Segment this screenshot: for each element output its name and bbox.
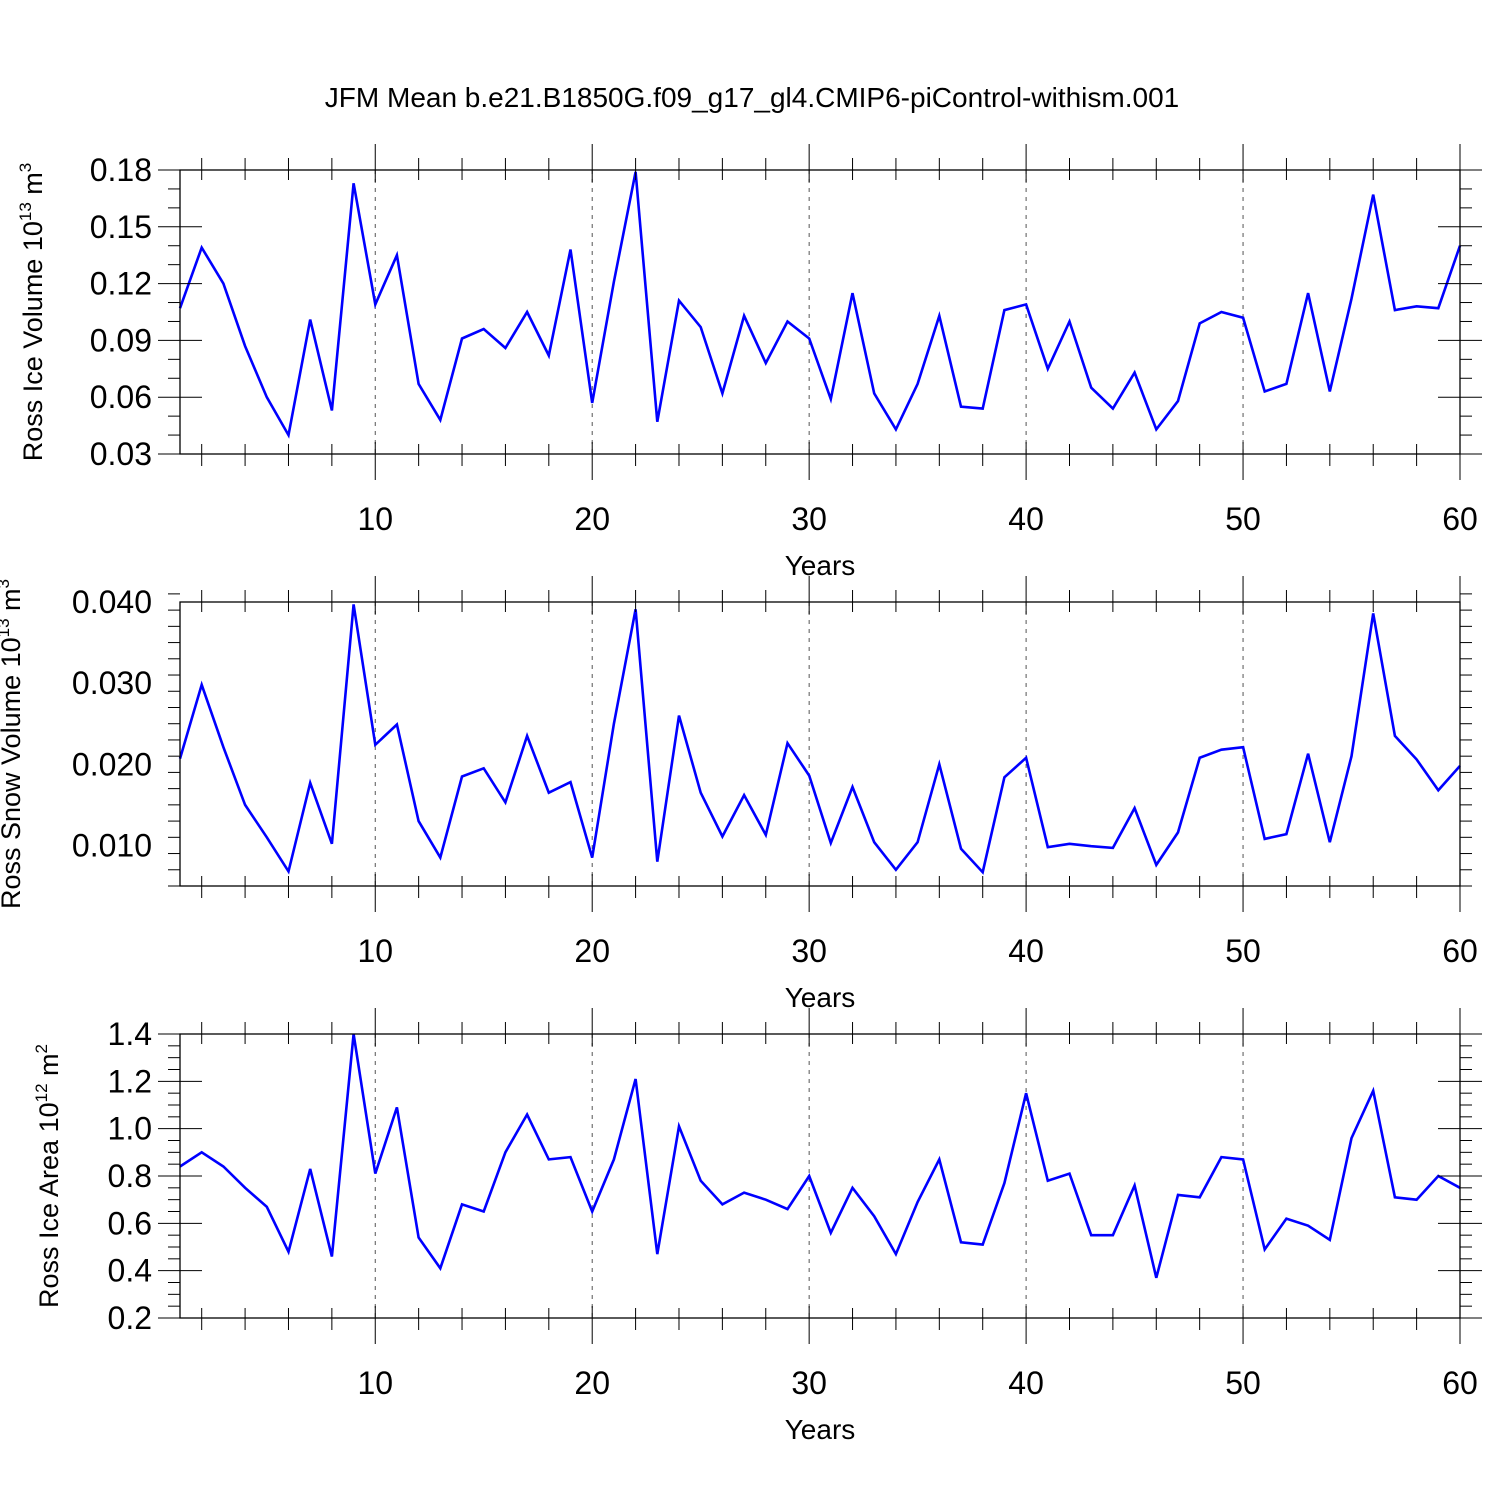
- x-axis-label: Years: [785, 982, 856, 1013]
- x-tick-label-60: 60: [1442, 933, 1478, 969]
- x-tick-label-30: 30: [791, 1365, 827, 1401]
- y-tick-label-0.020: 0.020: [72, 746, 152, 782]
- y-axis-label-main: Ross Snow Volume 10: [0, 637, 26, 909]
- x-tick-label-30: 30: [791, 501, 827, 537]
- y-axis-label-unit-exponent: 3: [16, 163, 35, 172]
- data-line: [178, 604, 1461, 875]
- x-tick-label-40: 40: [1008, 501, 1044, 537]
- x-tick-label-30: 30: [791, 933, 827, 969]
- y-tick-label-1.0: 1.0: [108, 1111, 152, 1147]
- ross-ice-volume-panel: 10 20 30 40 50 60 Years 0.03 0.06 0.09 0.12 0.15 0.1…: [16, 144, 1482, 581]
- y-axis-label: Ross Snow Volume 1013 m3: [0, 579, 26, 909]
- x-tick-label-10: 10: [357, 501, 393, 537]
- y-tick-label-1.4: 1.4: [108, 1016, 152, 1052]
- plot-frame: [179, 601, 1461, 887]
- x-tick-label-20: 20: [574, 933, 610, 969]
- x-tick-label-10: 10: [357, 933, 393, 969]
- y-axis-label-unit: m: [0, 588, 26, 618]
- y-axis-label-unit: m: [34, 1053, 64, 1083]
- x-tick-label-20: 20: [574, 1365, 610, 1401]
- y-tick-label-0.6: 0.6: [108, 1205, 152, 1241]
- y-tick-label-0.040: 0.040: [72, 584, 152, 620]
- y-axis-label-main: Ross Ice Volume 10: [18, 221, 48, 461]
- y-tick-label-0.09: 0.09: [90, 322, 152, 358]
- panels: 10 20 30 40 50 60 Years 0.03 0.06 0.09 0.12 0.15 0.1…: [0, 144, 1482, 1445]
- x-tick-label-10: 10: [357, 1365, 393, 1401]
- y-tick-label-0.030: 0.030: [72, 665, 152, 701]
- plot-frame: [179, 169, 1461, 455]
- y-tick-label-0.8: 0.8: [108, 1158, 152, 1194]
- y-tick-label-0.2: 0.2: [108, 1300, 152, 1336]
- y-axis-label-exponent: 13: [16, 202, 35, 221]
- data-line: [178, 171, 1462, 439]
- ross-ice-area-panel: 10 20 30 40 50 60 Years 0.2 0.4 0.6 0.8 1.0 1.2 1.4 Ro…: [32, 1008, 1482, 1445]
- x-tick-label-60: 60: [1442, 501, 1478, 537]
- x-tick-label-40: 40: [1008, 933, 1044, 969]
- x-tick-label-40: 40: [1008, 1365, 1044, 1401]
- x-axis-label: Years: [785, 550, 856, 581]
- x-tick-label-20: 20: [574, 501, 610, 537]
- figure-title: JFM Mean b.e21.B1850G.f09_g17_gl4.CMIP6-…: [325, 82, 1179, 113]
- y-tick-label-0.010: 0.010: [72, 827, 152, 863]
- y-axis-label-exponent: 12: [32, 1083, 51, 1102]
- y-tick-label-0.4: 0.4: [108, 1253, 152, 1289]
- y-axis-label: Ross Ice Area 1012 m2: [32, 1044, 64, 1308]
- y-tick-label-0.03: 0.03: [90, 436, 152, 472]
- y-axis-label-unit: m: [18, 172, 48, 202]
- y-axis-label-main: Ross Ice Area 10: [34, 1102, 64, 1308]
- y-tick-label-1.2: 1.2: [108, 1063, 152, 1099]
- y-axis-label-exponent: 13: [0, 618, 13, 637]
- y-tick-label-0.18: 0.18: [90, 152, 152, 188]
- plot-frame: [179, 1033, 1461, 1319]
- x-axis-label: Years: [785, 1414, 856, 1445]
- y-tick-label-0.06: 0.06: [90, 379, 152, 415]
- x-tick-label-60: 60: [1442, 1365, 1478, 1401]
- y-axis-label-unit-exponent: 3: [0, 579, 13, 588]
- ross-snow-volume-panel: 10 20 30 40 50 60 Years 0.010 0.020 0.030 0.040 Ros…: [0, 576, 1478, 1013]
- y-axis-label-unit-exponent: 2: [32, 1044, 51, 1053]
- y-axis-label: Ross Ice Volume 1013 m3: [16, 163, 48, 462]
- x-tick-label-50: 50: [1225, 1365, 1261, 1401]
- y-tick-label-0.15: 0.15: [90, 209, 152, 245]
- data-line: [179, 1033, 1461, 1279]
- y-tick-label-0.12: 0.12: [90, 266, 152, 302]
- x-tick-label-50: 50: [1225, 501, 1261, 537]
- x-tick-label-50: 50: [1225, 933, 1261, 969]
